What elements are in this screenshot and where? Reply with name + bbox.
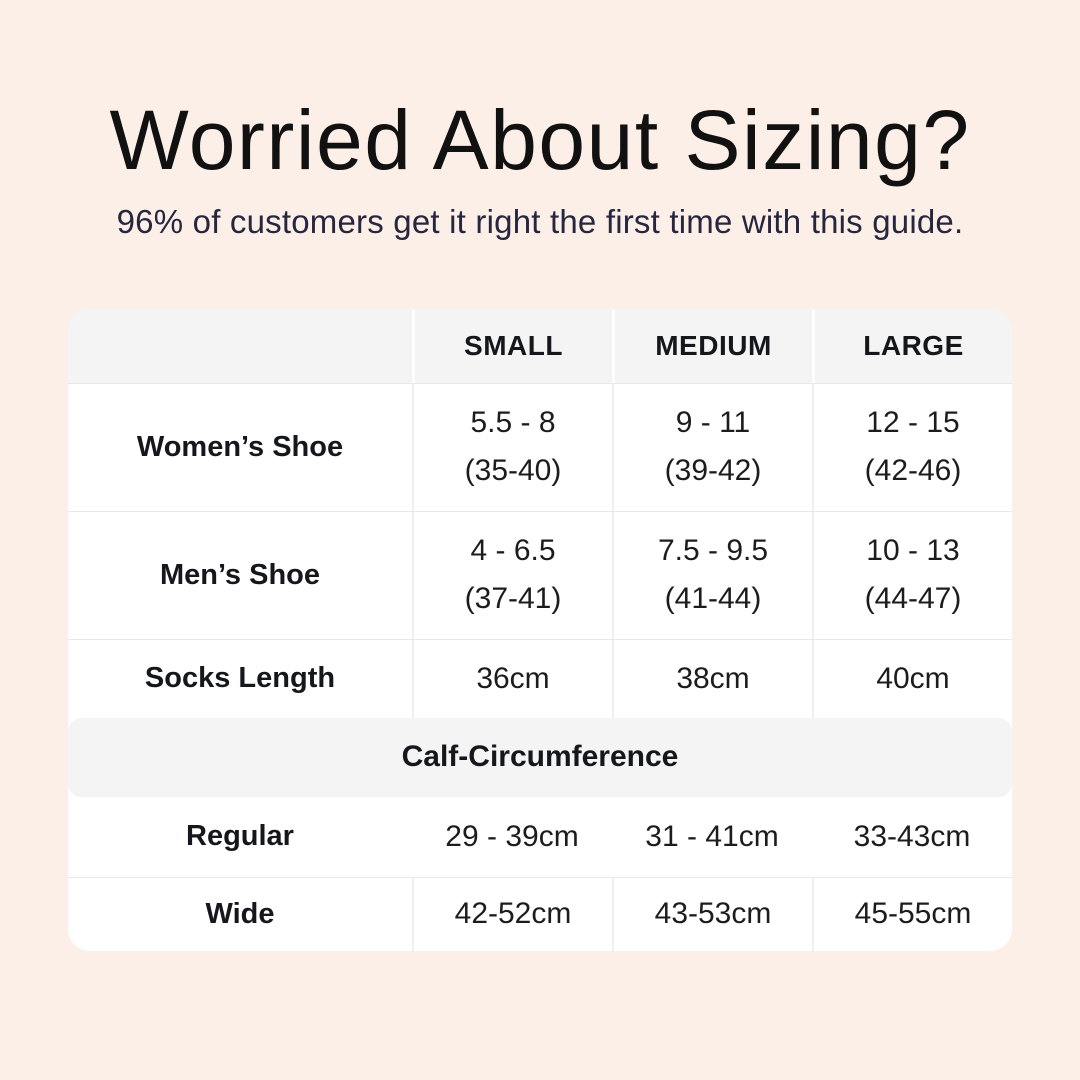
cell-value: 33-43cm — [853, 819, 971, 853]
table-cell: 43-53cm — [612, 877, 812, 951]
cell-value-eu: (41-44) — [664, 582, 762, 616]
table-cell: 36cm — [412, 639, 612, 718]
table-cell: 45-55cm — [812, 877, 1012, 951]
column-header-empty — [68, 309, 412, 383]
cell-value: 7.5 - 9.5 — [657, 534, 769, 568]
section-header-calf-circumference: Calf-Circumference — [68, 717, 1012, 797]
cell-value-eu: (42-46) — [864, 454, 962, 488]
table-row-womens-shoe: Women’s Shoe 5.5 - 8 (35-40) 9 - 11 (39-… — [68, 382, 1012, 511]
row-label: Women’s Shoe — [136, 430, 344, 463]
page-title: Worried About Sizing? — [109, 93, 971, 187]
table-cell: 10 - 13 (44-47) — [812, 511, 1012, 639]
table-cell: 5.5 - 8 (35-40) — [412, 383, 612, 511]
size-chart-table: SMALL MEDIUM LARGE Women’s Shoe 5.5 - 8 … — [68, 308, 1012, 951]
row-label: Men’s Shoe — [159, 558, 321, 591]
table-cell: 9 - 11 (39-42) — [612, 383, 812, 511]
cell-value: 38cm — [676, 661, 750, 695]
row-label: Regular — [186, 820, 294, 853]
cell-value: 10 - 13 — [866, 534, 960, 568]
table-cell: 42-52cm — [412, 877, 612, 951]
table-cell: 7.5 - 9.5 (41-44) — [612, 511, 812, 639]
cell-value: 45-55cm — [854, 897, 972, 931]
table-row-mens-shoe: Men’s Shoe 4 - 6.5 (37-41) 7.5 - 9.5 (41… — [68, 510, 1012, 639]
cell-value: 9 - 11 — [675, 406, 751, 440]
cell-value: 43-53cm — [654, 897, 772, 931]
cell-value: 29 - 39cm — [445, 819, 579, 853]
page-subtitle: 96% of customers get it right the first … — [116, 202, 964, 240]
cell-value: 40cm — [876, 661, 950, 695]
table-cell: 33-43cm — [812, 797, 1012, 877]
column-header-large: LARGE — [812, 308, 1012, 383]
table-cell: 4 - 6.5 (37-41) — [412, 511, 612, 639]
cell-value: 5.5 - 8 — [470, 406, 556, 440]
cell-value: 31 - 41cm — [645, 819, 779, 853]
cell-value-eu: (39-42) — [664, 454, 762, 488]
section-header-label: Calf-Circumference — [401, 740, 679, 774]
cell-value: 12 - 15 — [866, 406, 960, 440]
table-row-socks-length: Socks Length 36cm 38cm 40cm — [68, 638, 1012, 718]
cell-value: 42-52cm — [454, 897, 572, 931]
cell-value-eu: (35-40) — [464, 454, 562, 488]
column-header-small: SMALL — [412, 308, 612, 383]
cell-value-eu: (37-41) — [464, 582, 562, 616]
row-label: Wide — [205, 897, 275, 930]
cell-value-eu: (44-47) — [864, 582, 962, 616]
table-cell: 12 - 15 (42-46) — [812, 383, 1012, 511]
cell-value: 4 - 6.5 — [470, 534, 556, 568]
row-label: Socks Length — [144, 662, 336, 695]
table-cell: 38cm — [612, 639, 812, 718]
table-cell: 29 - 39cm — [412, 797, 612, 877]
cell-value: 36cm — [476, 661, 550, 695]
table-row-regular: Regular 29 - 39cm 31 - 41cm 33-43cm — [68, 797, 1012, 877]
table-row-wide: Wide 42-52cm 43-53cm 45-55cm — [68, 876, 1012, 951]
table-header-row: SMALL MEDIUM LARGE — [68, 308, 1012, 383]
column-header-medium: MEDIUM — [612, 308, 812, 383]
table-cell: 31 - 41cm — [612, 797, 812, 877]
table-cell: 40cm — [812, 639, 1012, 718]
